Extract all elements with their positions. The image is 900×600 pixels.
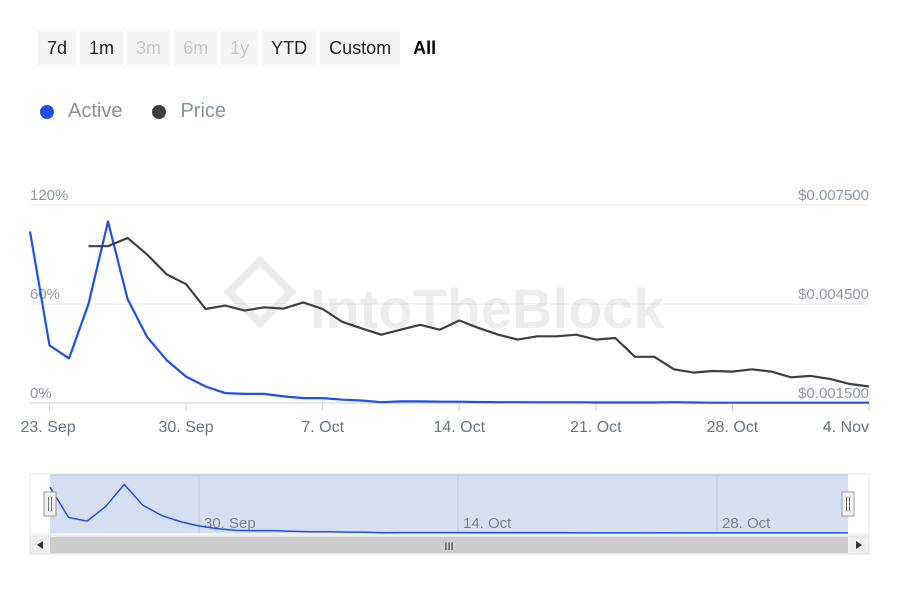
x-axis-tick-label: 28. Oct [707, 419, 759, 436]
range-button-custom[interactable]: Custom [320, 31, 401, 65]
chart-legend: Active Price [40, 100, 226, 123]
range-button-all[interactable]: All [404, 31, 445, 65]
scrollbar-right-arrow-button[interactable] [850, 537, 868, 553]
legend-label-active: Active [68, 100, 123, 122]
x-axis-tick-label: 21. Oct [570, 419, 622, 436]
navigator-series-line [49, 483, 848, 534]
left-axis: 0% 60% 120% [30, 187, 68, 402]
navigator-label: 14. Oct [463, 515, 512, 532]
x-axis: 23. Sep 30. Sep 7. Oct 14. Oct 21. Oct 28. Oc… [21, 403, 870, 436]
range-button-6m: 6m [174, 31, 218, 65]
arrow-left-icon [37, 541, 43, 549]
legend-marker-price [152, 104, 167, 119]
range-button-1m[interactable]: 1m [80, 31, 124, 65]
legend-marker-active [40, 104, 54, 119]
legend-label-price: Price [180, 100, 227, 122]
scrollbar[interactable]: III [29, 535, 870, 555]
x-axis-tick-label: 14. Oct [433, 419, 485, 436]
scrollbar-left-arrow-button[interactable] [31, 537, 49, 553]
legend-item-active[interactable]: Active [40, 100, 122, 123]
right-axis-tick-label: $0.004500 [798, 286, 869, 303]
watermark-logo-icon [223, 255, 297, 329]
x-axis-tick-label: 4. Nov [823, 419, 869, 436]
arrow-right-icon [856, 541, 862, 549]
watermark: IntoTheBlock [223, 255, 666, 340]
series-line-active [28, 220, 869, 404]
series-layer [28, 220, 870, 404]
scrollbar-thumb[interactable] [50, 537, 848, 553]
left-axis-tick-label: 60% [30, 286, 60, 303]
legend-item-price[interactable]: Price [152, 100, 226, 123]
navigator-handle-right[interactable] [841, 491, 855, 517]
navigator-label: 28. Oct [722, 515, 771, 532]
range-button-3m: 3m [127, 31, 171, 65]
range-button-7d[interactable]: 7d [38, 31, 77, 65]
x-axis-tick-label: 7. Oct [301, 419, 344, 436]
range-selector: 7d 1m 3m 6m 1y YTD Custom All [38, 31, 445, 65]
x-axis-tick-label: 23. Sep [21, 419, 76, 436]
navigator-selection[interactable] [50, 475, 848, 533]
range-button-1y: 1y [221, 31, 259, 65]
series-line-price [88, 236, 870, 388]
scrollbar-grip: III [444, 541, 453, 553]
navigator-label: 30. Sep [204, 515, 256, 532]
right-axis: $0.001500 $0.004500 $0.007500 [798, 187, 869, 402]
range-button-ytd[interactable]: YTD [262, 31, 317, 65]
navigator[interactable]: 30. Sep 14. Oct 28. Oct [29, 473, 870, 535]
watermark-text: IntoTheBlock [310, 277, 666, 340]
navigator-handle-left[interactable] [43, 491, 57, 517]
right-axis-tick-label: $0.007500 [798, 187, 869, 204]
x-axis-tick-label: 30. Sep [159, 419, 214, 436]
right-axis-tick-label: $0.001500 [798, 385, 869, 402]
left-axis-tick-label: 0% [30, 385, 52, 402]
left-axis-tick-label: 120% [30, 187, 68, 204]
